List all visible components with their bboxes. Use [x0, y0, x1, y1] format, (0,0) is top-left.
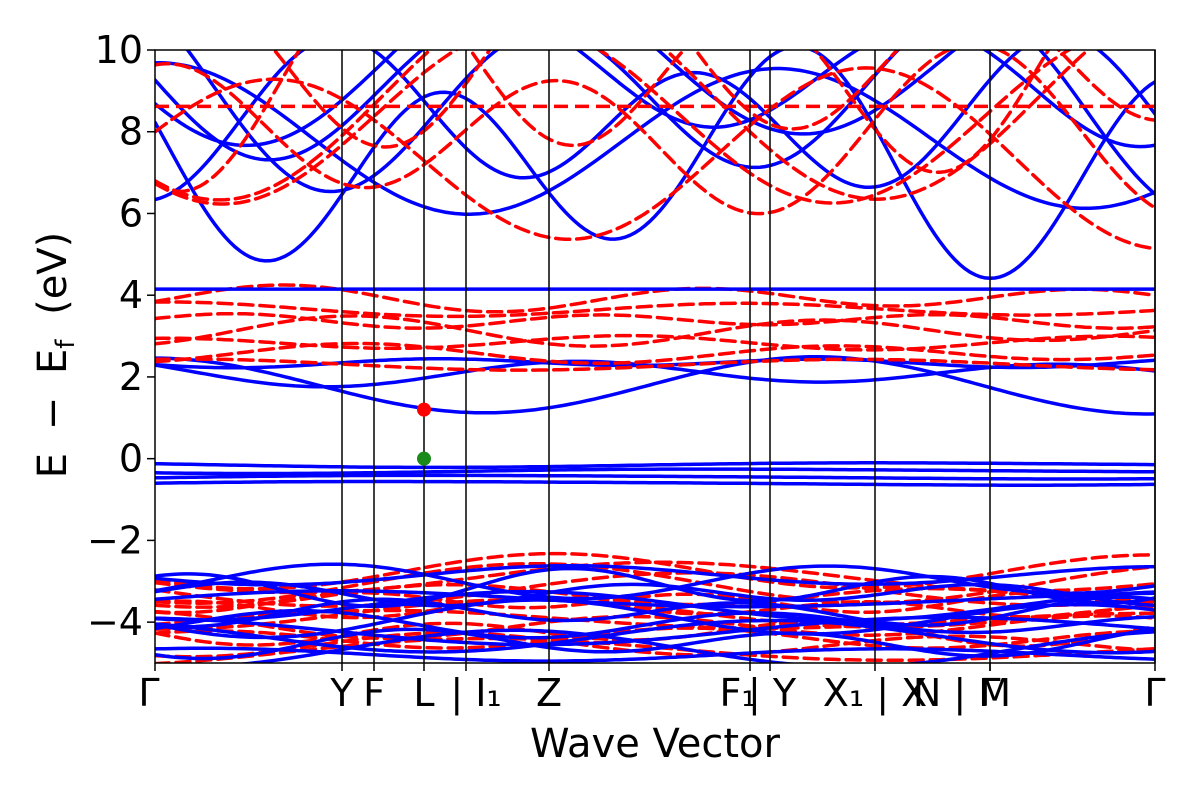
ylabel-e: E [30, 453, 76, 478]
band-line-50 [155, 50, 1073, 206]
svg-text:E − Ef (eV): E − Ef (eV) [30, 232, 84, 479]
bands-layer [155, 50, 1155, 663]
band-line-20 [155, 598, 1155, 640]
band-line-53 [271, 50, 1155, 149]
ylabel-ef-sub: f [51, 339, 81, 349]
xtick-label-5: Z [536, 671, 562, 715]
x-axis-title: Wave Vector [530, 721, 781, 767]
ylabel-ef: E [30, 349, 76, 374]
band-line-35 [155, 357, 1155, 372]
band-line-47 [155, 50, 958, 148]
band-line-37 [155, 333, 1155, 352]
band-line-51 [155, 50, 1091, 202]
band-line-17 [155, 618, 1155, 655]
band-line-29 [155, 467, 1155, 476]
ytick-label-0: −4 [87, 600, 143, 644]
ytick-label-3: 2 [119, 355, 143, 399]
ytick-label-4: 4 [119, 273, 143, 317]
xtick-label-2: F [363, 671, 385, 715]
band-line-41 [155, 283, 1155, 314]
band-line-0 [155, 636, 1155, 663]
band-line-42 [155, 50, 1155, 281]
ytick-label-6: 8 [119, 110, 143, 154]
band-line-40 [155, 300, 1155, 319]
xtick-label-8: X₁ | X [823, 671, 927, 716]
xtick-label-6: F₁ [719, 671, 756, 715]
ylabel-minus: − [30, 397, 76, 431]
markers-layer [417, 402, 431, 466]
xtick-label-4: | I₁ [450, 671, 501, 716]
y-ticks: −4 −2 0 2 4 6 8 10 [87, 28, 155, 644]
band-line-52 [155, 50, 1051, 194]
xtick-label-3: L [413, 671, 434, 715]
band-line-27 [155, 563, 1155, 587]
xtick-label-10: N | M [913, 671, 1011, 716]
band-line-48 [155, 66, 1155, 251]
xtick-label-11: Γ [1144, 671, 1165, 715]
xtick-label-0: Γ [138, 671, 159, 715]
ytick-label-7: 10 [95, 28, 143, 72]
xtick-label-9: Γ [979, 671, 1000, 715]
band-line-49 [155, 50, 1155, 216]
band-edge-marker-1 [417, 451, 431, 466]
ylabel-unit: (eV) [30, 232, 76, 315]
band-line-25 [155, 566, 1155, 609]
y-axis-title: E − Ef (eV) [30, 232, 84, 479]
band-line-36 [155, 341, 1155, 365]
band-line-26 [155, 562, 1155, 601]
ytick-label-2: 0 [119, 437, 143, 481]
band-line-46 [155, 50, 1155, 162]
band-line-30 [155, 473, 1155, 481]
band-line-16 [155, 627, 1155, 661]
ytick-label-5: 6 [119, 191, 143, 235]
band-line-31 [155, 479, 1155, 487]
band-line-28 [155, 461, 1155, 470]
xtick-label-7: | Y [748, 671, 797, 716]
band-line-39 [155, 311, 1155, 330]
band-line-43 [155, 61, 1155, 216]
band-line-21 [155, 595, 1155, 629]
band-line-45 [185, 50, 1155, 196]
xtick-label-1: Y [329, 671, 354, 715]
ytick-label-1: −2 [87, 518, 143, 562]
band-line-38 [155, 314, 1155, 348]
band-line-15 [235, 628, 1155, 663]
band-edge-marker-0 [417, 402, 431, 417]
band-line-22 [155, 589, 1155, 622]
plot-frame [154, 49, 1156, 664]
